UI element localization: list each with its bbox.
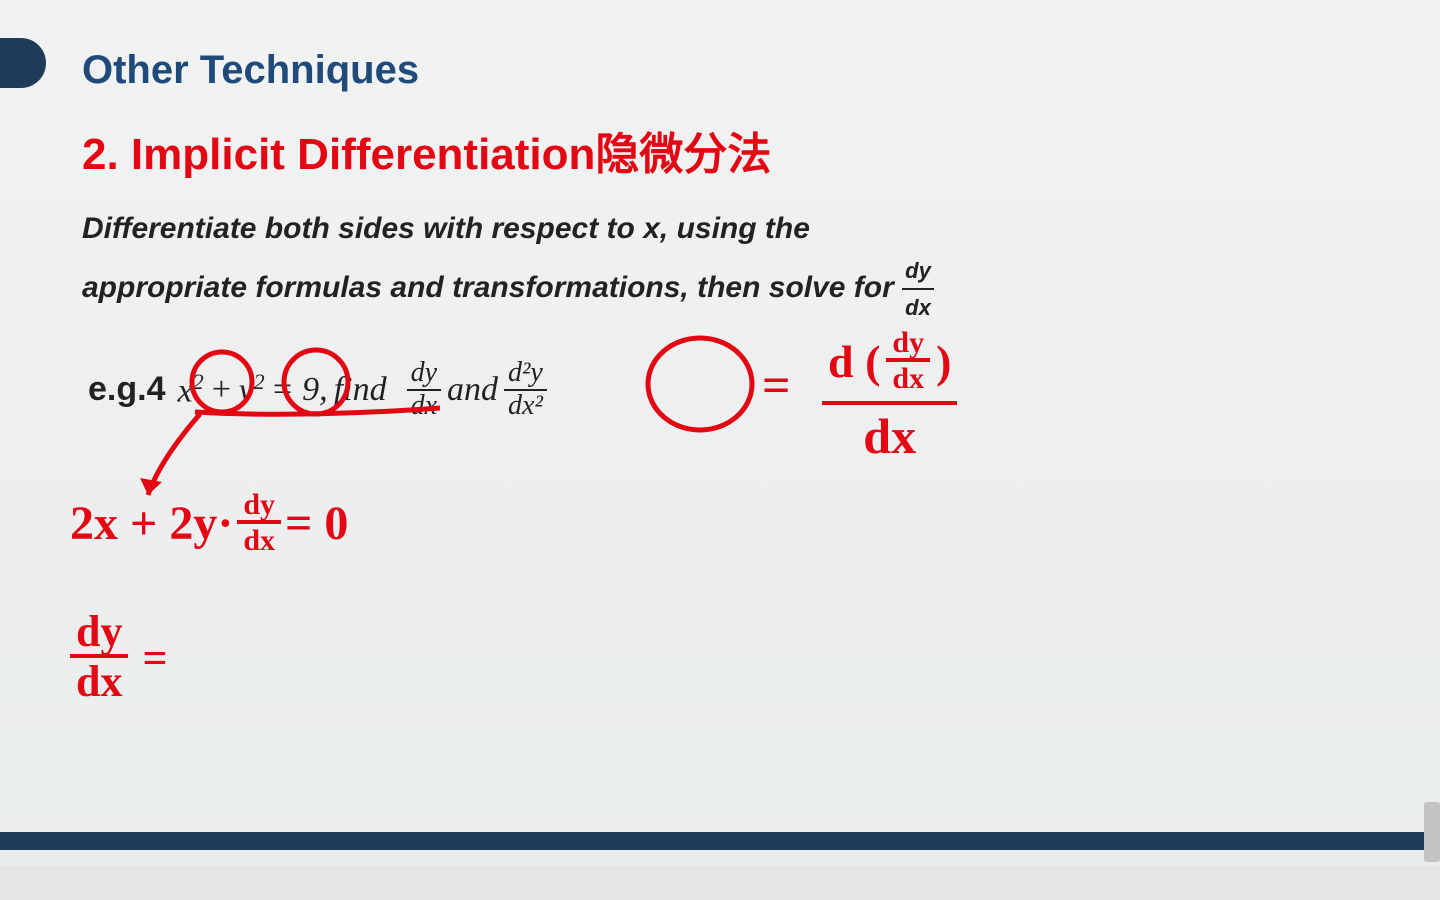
description-text: Differentiate both sides with respect to… — [82, 205, 1282, 325]
circle-second-deriv — [648, 338, 752, 430]
desc-line2-prefix: appropriate formulas and transformations… — [82, 271, 894, 304]
example-equation: e.g.4 x2 + y2 = 9, find dy dx and d²y dx… — [88, 358, 547, 422]
term-y: y2 — [239, 369, 265, 410]
y-base: y — [239, 372, 254, 409]
arrow-to-step1 — [148, 414, 200, 495]
desc-frac-bot: dx — [902, 290, 934, 325]
term-x: x2 — [177, 369, 203, 410]
slide-subtitle: 2. Implicit Differentiation隐微分法 — [82, 118, 771, 182]
and-word: and — [447, 371, 498, 409]
hand-outer-bot: dx — [857, 405, 922, 464]
footer-bar — [0, 832, 1440, 850]
equals-nine: = 9, — [271, 371, 328, 409]
hand-step1-tail: = 0 — [285, 496, 348, 551]
hand-step1: 2x + 2y· dy dx = 0 — [70, 490, 348, 557]
hand-step2-eq: = — [142, 633, 167, 684]
hand-step2-top: dy — [70, 610, 128, 658]
hand-d: d ( — [828, 339, 880, 385]
hand-second-deriv-frac: d ( dy dx ) dx — [822, 328, 957, 464]
desc-frac-top: dy — [902, 253, 934, 290]
find-word: find — [334, 371, 387, 409]
frac-dy-dx: dy dx — [407, 358, 441, 422]
desc-fraction: dy dx — [902, 253, 934, 325]
frac-d2y-bot: dx² — [504, 391, 547, 422]
plus-sign: + — [210, 371, 233, 409]
hand-inner-top: dy — [886, 328, 930, 362]
accent-tab — [0, 38, 46, 88]
hand-equals-1: = — [762, 356, 791, 414]
hand-close-paren: ) — [936, 339, 951, 385]
scrollbar-thumb[interactable] — [1424, 802, 1440, 862]
hand-step1-frac-top: dy — [237, 490, 281, 524]
hand-inner-bot: dx — [886, 362, 930, 395]
slide-canvas: Other Techniques 2. Implicit Differentia… — [0, 0, 1440, 850]
slide-title: Other Techniques — [82, 48, 419, 93]
bottom-ui-strip — [0, 865, 1440, 900]
hand-step2-bot: dx — [70, 658, 128, 706]
y-sup: 2 — [254, 369, 265, 394]
frac-dy-dx-top: dy — [407, 358, 441, 391]
hand-step2: dy dx = — [70, 610, 168, 706]
frac-dy-dx-bot: dx — [407, 391, 441, 422]
example-label: e.g.4 — [88, 370, 165, 409]
desc-line1: Differentiate both sides with respect to… — [82, 212, 810, 245]
x-sup: 2 — [193, 369, 204, 394]
frac-d2y-top: d²y — [504, 358, 547, 391]
frac-d2y-dx2: d²y dx² — [504, 358, 547, 422]
x-base: x — [177, 372, 192, 409]
hand-step1-lhs: 2x + 2y· — [70, 496, 233, 551]
hand-step1-frac-bot: dx — [237, 524, 281, 557]
